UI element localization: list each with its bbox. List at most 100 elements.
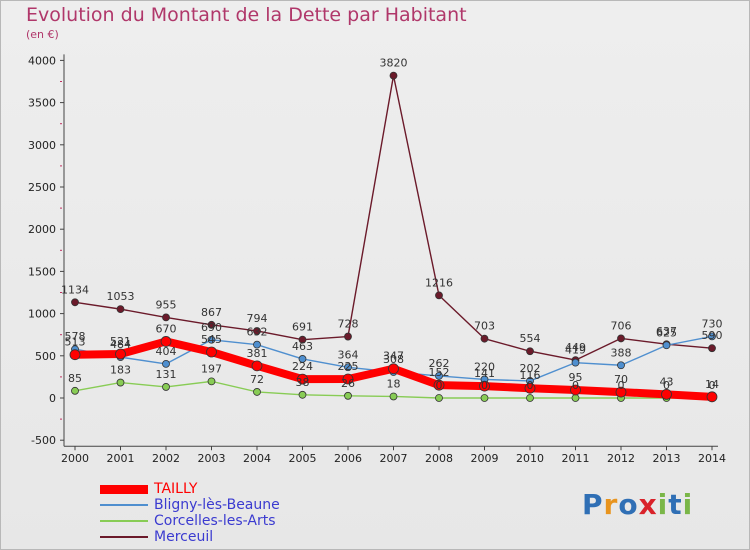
data-point (251, 360, 263, 372)
data-point (160, 336, 172, 347)
logo-letter: o (618, 488, 639, 521)
data-label: 38 (296, 376, 310, 389)
data-point (571, 394, 580, 402)
data-point (661, 388, 672, 400)
x-tick-label: 2005 (289, 452, 317, 465)
data-label: 26 (341, 377, 355, 390)
x-tick-label: 2012 (607, 452, 635, 465)
data-point (298, 335, 307, 344)
y-tick-label: 2000 (28, 223, 56, 236)
x-tick-label: 2006 (334, 452, 362, 465)
legend-label: Merceuil (154, 529, 214, 545)
data-label: 0 (527, 379, 534, 392)
data-point (71, 298, 79, 307)
x-tick-label: 2007 (380, 452, 408, 465)
data-label: 364 (338, 348, 359, 361)
data-point (389, 392, 398, 401)
data-label: 728 (338, 318, 359, 331)
data-label: 449 (565, 341, 586, 354)
data-point (207, 377, 216, 386)
data-point (526, 347, 534, 356)
data-point (116, 378, 125, 387)
data-point (435, 371, 443, 380)
data-label: 632 (247, 326, 268, 339)
legend-label: TAILLY (154, 481, 198, 497)
data-label: 554 (520, 332, 541, 345)
chart-unit-label: (en €) (26, 28, 59, 41)
data-point (435, 291, 443, 300)
legend-label: Corcelles-les-Arts (154, 513, 276, 529)
legend: TAILLY Bligny-lès-Beaune Corcelles-les-Art… (100, 481, 280, 545)
data-point (116, 305, 125, 314)
legend-swatch (100, 536, 148, 538)
legend-swatch (100, 520, 148, 522)
data-label: 85 (68, 372, 82, 385)
data-label: 381 (247, 347, 268, 360)
data-point (298, 390, 307, 399)
data-point (344, 363, 352, 372)
data-label: 521 (110, 335, 131, 348)
data-label: 0 (709, 379, 716, 392)
data-label: 308 (383, 353, 404, 366)
data-point (526, 394, 534, 402)
data-label: 590 (702, 329, 723, 342)
data-label: 70 (614, 373, 628, 386)
series-0 (69, 336, 718, 403)
data-label: 1216 (425, 276, 453, 289)
data-point (615, 386, 627, 398)
y-tick-label: 2500 (28, 181, 56, 194)
data-point (162, 313, 170, 322)
logo-letter: P (582, 488, 604, 521)
x-tick-label: 2001 (107, 452, 135, 465)
data-label: 625 (656, 326, 677, 339)
data-label: 706 (611, 319, 632, 332)
data-labels-layer: 513 521 670 545 381 224 225 347 152 141 116 95 70 43 1… (61, 57, 723, 392)
data-label: 1134 (61, 283, 89, 296)
logo-letter: t (668, 488, 683, 521)
y-tick-label: 4000 (28, 54, 56, 67)
data-point (344, 332, 352, 341)
x-tick-label: 2004 (243, 452, 271, 465)
series-line (74, 74, 713, 361)
data-point (524, 382, 536, 394)
data-point (388, 363, 399, 375)
data-label: 0 (572, 379, 579, 392)
data-point (253, 327, 261, 335)
data-point (69, 349, 81, 361)
data-label: 131 (156, 368, 177, 381)
data-label: 72 (250, 373, 264, 386)
data-label: 545 (201, 333, 222, 346)
data-point (662, 341, 671, 350)
data-label: 637 (656, 325, 677, 338)
data-point (480, 394, 489, 402)
x-tick-label: 2008 (425, 452, 453, 465)
data-label: 388 (611, 346, 632, 359)
y-tick-label: -500 (31, 434, 56, 447)
data-label: 730 (702, 317, 723, 330)
data-label: 116 (520, 369, 541, 382)
x-tick-label: 2002 (152, 452, 180, 465)
data-point (706, 391, 718, 403)
data-point (435, 394, 443, 402)
data-point (570, 384, 581, 396)
data-point (207, 335, 216, 344)
data-label: 578 (65, 330, 86, 343)
data-point (342, 373, 354, 385)
data-label: 347 (383, 350, 404, 363)
data-point (253, 388, 261, 396)
data-point (571, 358, 580, 367)
data-label: 463 (292, 340, 313, 353)
data-label: 691 (292, 321, 313, 334)
y-tick-label: 3500 (28, 97, 56, 110)
y-tick-label: 3000 (28, 139, 56, 152)
data-label: 703 (474, 320, 495, 333)
data-point (480, 334, 489, 343)
data-point (479, 380, 490, 392)
x-tick-label: 2011 (562, 452, 590, 465)
data-label: 224 (292, 360, 313, 373)
data-point (708, 344, 716, 353)
data-point (708, 332, 716, 341)
data-label: 141 (474, 367, 495, 380)
